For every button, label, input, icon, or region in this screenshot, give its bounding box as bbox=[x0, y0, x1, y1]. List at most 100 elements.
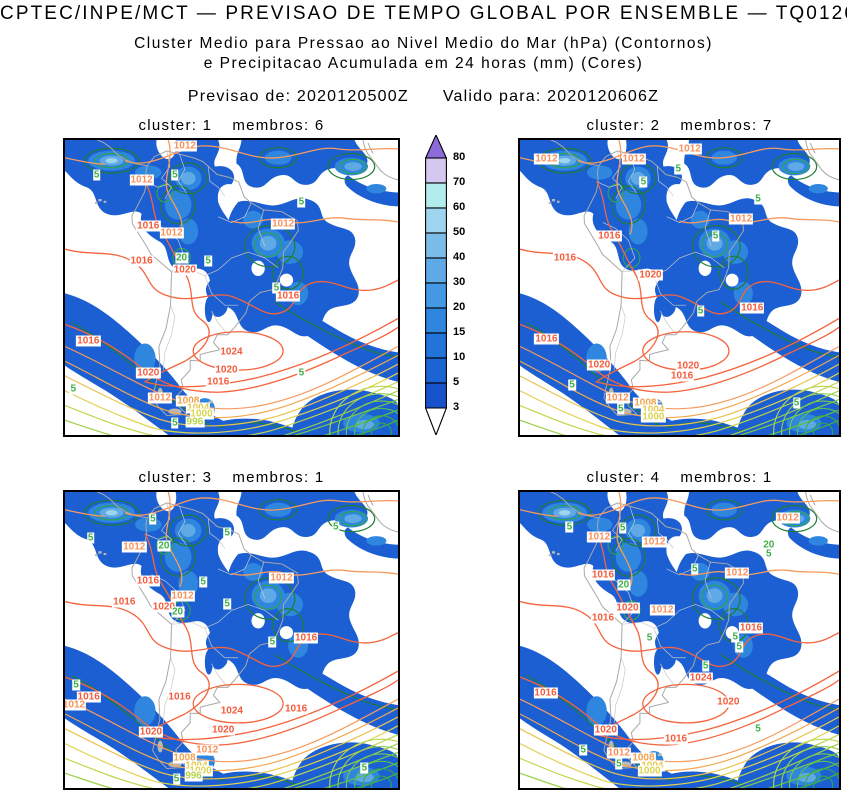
low-center-spiral bbox=[774, 739, 839, 788]
forecast-init-value: 2020120500Z bbox=[296, 88, 409, 105]
contour-label: 1012 bbox=[270, 218, 296, 230]
contour-label: 5 bbox=[792, 397, 801, 409]
contour-label: 1020 bbox=[211, 724, 236, 736]
colorbar-segment bbox=[425, 207, 447, 234]
contour-label: 5 bbox=[615, 758, 623, 770]
contour-label: 1004 bbox=[186, 402, 211, 414]
contour-label: 1016 bbox=[740, 302, 765, 314]
contour-label: 1012 bbox=[534, 153, 559, 165]
colorbar-svg bbox=[424, 133, 448, 437]
contour-label: 1016 bbox=[112, 596, 137, 608]
contour-label: 5 bbox=[565, 521, 574, 533]
contour-label: 20 bbox=[174, 252, 189, 264]
contour-label: 1012 bbox=[170, 590, 195, 602]
contour-label: 5 bbox=[674, 163, 682, 175]
contour-label: 1024 bbox=[219, 705, 244, 717]
contour-label: 1016 bbox=[206, 376, 231, 388]
contour-label: 1020 bbox=[593, 724, 618, 736]
map-panel-cluster-1: cluster: 1 membros: 6 10 bbox=[63, 117, 400, 437]
cluster-value: 1 bbox=[202, 117, 213, 134]
contour-label: 20 bbox=[617, 579, 631, 591]
contour-label: 5 bbox=[639, 176, 648, 188]
membros-value: 1 bbox=[762, 469, 773, 486]
colorbar-segment bbox=[425, 307, 447, 334]
contour-label: 1016 bbox=[534, 333, 559, 345]
map-canvas: 5 5 5 5 1012 20 1016 5 1012 1016 1012 1020 20 5 1016 5 5… bbox=[63, 490, 400, 790]
colorbar-segment bbox=[425, 157, 447, 184]
contour-label: 1024 bbox=[688, 672, 713, 684]
contour-label: 1020 bbox=[615, 602, 640, 614]
colorbar-tick-label: 30 bbox=[453, 276, 466, 288]
map-canvas: 1012 1012 1012 5 5 5 1012 1016 5 1016 1020 5 1016 101… bbox=[518, 138, 841, 437]
contour-label: 1012 bbox=[728, 213, 754, 225]
colorbar-segment bbox=[425, 257, 447, 284]
membros-label: membros: bbox=[680, 469, 758, 486]
contour-label: 1020 bbox=[638, 269, 663, 281]
contour-label: 1016 bbox=[76, 691, 101, 703]
membros-label: membros: bbox=[232, 117, 310, 134]
contour-label: 1012 bbox=[606, 747, 631, 759]
subtitle-line-1: Cluster Medio para Pressao ao Nivel Medi… bbox=[134, 35, 713, 52]
contour-label: 5 bbox=[86, 532, 95, 544]
contour-label: 5 bbox=[204, 255, 212, 267]
forecast-times: Previsao de: 2020120500Z Valido para: 202… bbox=[0, 88, 847, 106]
low-center-spiral bbox=[330, 739, 398, 788]
contour-label: 1020 bbox=[151, 601, 177, 613]
cluster-value: 4 bbox=[650, 469, 661, 486]
contour-label: 5 bbox=[223, 527, 231, 539]
map-svg bbox=[520, 492, 839, 788]
colorbar-segment bbox=[425, 232, 447, 259]
panel-title: cluster: 1 membros: 6 bbox=[63, 117, 400, 134]
map-svg bbox=[65, 492, 398, 788]
contour-label: 5 bbox=[331, 521, 340, 533]
contour-label: 5 bbox=[754, 723, 762, 735]
colorbar-tick-label: 60 bbox=[453, 201, 466, 213]
contour-label: 1012 bbox=[159, 227, 184, 239]
contour-label: 5 bbox=[701, 660, 710, 672]
contour-label: 5 bbox=[754, 193, 762, 205]
subtitle-line-2: e Precipitacao Acumulada em 24 horas (mm… bbox=[203, 55, 644, 72]
contour-label: 1016 bbox=[669, 370, 695, 382]
contour-label: 1016 bbox=[590, 612, 616, 624]
contour-label: 1012 bbox=[129, 174, 154, 186]
contour-label: 5 bbox=[765, 548, 773, 560]
contour-label: 1008 bbox=[633, 397, 658, 409]
map-panel-cluster-2: cluster: 2 membros: 7 10 bbox=[518, 117, 841, 437]
cluster-label: cluster: bbox=[138, 117, 198, 134]
contour-label: 1012 bbox=[621, 153, 646, 165]
contour-label: 1016 bbox=[590, 569, 616, 581]
contour-label: 1008 bbox=[176, 395, 201, 407]
contour-label: 1020 bbox=[586, 359, 612, 371]
contour-label: 1020 bbox=[172, 264, 197, 276]
precip-colorbar bbox=[424, 133, 448, 437]
contour-label: 5 bbox=[272, 282, 281, 293]
contour-label: 1016 bbox=[533, 687, 558, 699]
contour-label: 1012 bbox=[650, 604, 675, 616]
contour-label: 1020 bbox=[716, 696, 741, 708]
colorbar-segment bbox=[425, 357, 447, 384]
cluster-label: cluster: bbox=[586, 469, 646, 486]
contour-label: 1016 bbox=[135, 575, 161, 587]
map-canvas: 5 5 1012 1012 1012 20 5 5 1016 1012 20 1020 1012 1016… bbox=[518, 490, 841, 790]
contour-label: 1016 bbox=[136, 220, 161, 232]
page-title: CPTEC/INPE/MCT — PREVISAO DE TEMPO GLOBA… bbox=[0, 3, 847, 24]
low-center-spiral bbox=[330, 386, 398, 435]
colorbar-tick-label: 5 bbox=[453, 376, 460, 388]
contour-label: 5 bbox=[618, 522, 627, 534]
forecast-valid-value: 2020120606Z bbox=[547, 88, 660, 105]
cluster-value: 2 bbox=[650, 117, 661, 134]
colorbar-segment bbox=[425, 332, 447, 359]
contour-label: 1012 bbox=[172, 140, 197, 152]
contour-label: 20 bbox=[170, 606, 185, 618]
contour-label: 1024 bbox=[219, 346, 244, 358]
precip-shading-top bbox=[558, 510, 571, 516]
contour-label: 1016 bbox=[552, 252, 578, 264]
contour-label: 5 bbox=[171, 417, 179, 429]
contour-label: 5 bbox=[149, 513, 157, 525]
isobar-fan-south bbox=[520, 699, 839, 788]
contour-label: 5 bbox=[735, 641, 743, 653]
membros-label: membros: bbox=[680, 117, 758, 134]
contour-label: 1000 bbox=[641, 411, 666, 423]
contour-label: 5 bbox=[297, 367, 306, 379]
